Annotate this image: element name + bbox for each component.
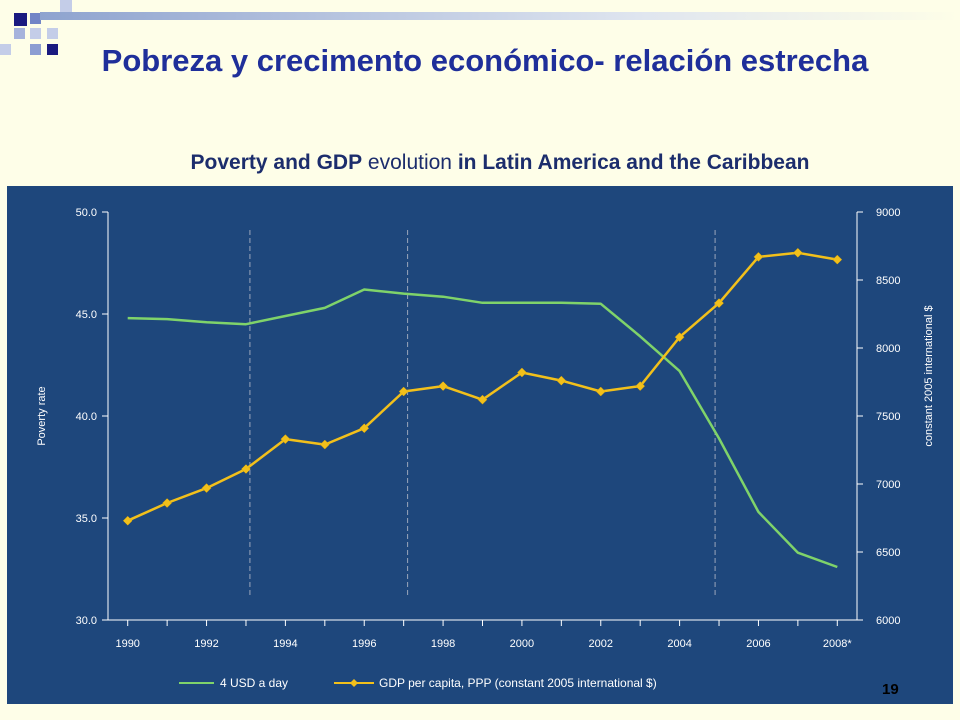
x-tick-label: 2002	[589, 638, 613, 650]
subtitle-bold-end: in Latin America and the Caribbean	[457, 151, 810, 174]
decor-square-light-blue	[30, 28, 41, 39]
left-tick-label: 30.0	[76, 615, 97, 627]
gdp-per-capita-line	[127, 251, 838, 522]
subtitle-bold-start: Poverty and GDP	[190, 151, 363, 174]
left-tick-label: 45.0	[76, 309, 97, 321]
gdp-data-point	[319, 439, 330, 450]
legend-label-gdp: GDP per capita, PPP (constant 2005 inter…	[379, 676, 657, 690]
right-tick-label: 6000	[876, 615, 900, 627]
gdp-data-point	[359, 423, 370, 434]
right-tick-label: 8000	[876, 343, 900, 355]
legend-marker-gdp	[350, 679, 358, 687]
x-tick-label: 1998	[431, 638, 455, 650]
legend-label-poverty: 4 USD a day	[220, 676, 288, 690]
decor-square-navy	[47, 44, 58, 55]
right-axis-title: constant 2005 international $	[923, 305, 935, 446]
left-tick-label: 40.0	[76, 411, 97, 423]
gdp-data-point	[753, 252, 764, 262]
slide-title: Pobreza y crecimento económico- relación…	[101, 43, 869, 78]
header-gradient-bar	[40, 12, 960, 20]
left-tick-label: 50.0	[76, 207, 97, 219]
subtitle-normal-middle: evolution	[362, 151, 458, 174]
gdp-data-point	[595, 386, 606, 397]
x-tick-label: 1996	[352, 638, 376, 650]
right-tick-label: 7000	[876, 479, 900, 491]
decor-square-light-blue	[47, 28, 58, 39]
right-tick-label: 9000	[876, 207, 900, 219]
decor-square-light-blue	[60, 0, 72, 12]
line-chart: 30.0 35.0 40.0 45.0 50.0 6000 6500 7000 7500 8000…	[36, 207, 935, 690]
right-tick-label: 6500	[876, 547, 900, 559]
gdp-data-point	[438, 381, 448, 391]
gdp-data-point	[477, 394, 488, 405]
left-tick-label: 35.0	[76, 513, 97, 525]
decor-square-light-blue	[0, 44, 11, 55]
right-tick-label: 7500	[876, 411, 900, 423]
x-tick-label: 2008*	[823, 638, 852, 650]
gdp-data-point	[556, 375, 567, 386]
gdp-data-point	[832, 254, 843, 265]
poverty-rate-line	[127, 288, 838, 569]
x-tick-label: 2006	[746, 638, 770, 650]
gdp-data-point	[398, 386, 409, 397]
right-tick-label: 8500	[876, 275, 900, 287]
gdp-data-point	[635, 381, 646, 391]
gdp-data-point	[517, 367, 527, 378]
x-tick-label: 1992	[194, 638, 218, 650]
gdp-data-point	[280, 434, 291, 444]
gdp-data-point	[674, 332, 685, 342]
gdp-data-point	[241, 464, 251, 474]
x-tick-label: 2000	[510, 638, 534, 650]
gdp-data-point	[122, 515, 133, 526]
left-axis-title: Poverty rate	[36, 386, 48, 445]
gdp-data-point	[201, 483, 212, 493]
chart-subtitle: Poverty and GDP evolution in Latin Ameri…	[20, 151, 960, 175]
x-tick-label: 2004	[667, 638, 691, 650]
x-tick-label: 1994	[273, 638, 297, 650]
decor-square-blue	[30, 44, 41, 55]
page-number: 19	[882, 681, 899, 698]
decor-square-blue	[30, 13, 41, 24]
x-tick-label: 1990	[115, 638, 139, 650]
gdp-data-point	[714, 298, 724, 308]
chart-panel: 30.0 35.0 40.0 45.0 50.0 6000 6500 7000 7500 8000…	[7, 186, 953, 704]
decor-square-navy	[14, 13, 27, 26]
gdp-data-point	[162, 498, 172, 508]
gdp-data-point	[793, 247, 803, 258]
decor-square-blue	[14, 28, 25, 39]
